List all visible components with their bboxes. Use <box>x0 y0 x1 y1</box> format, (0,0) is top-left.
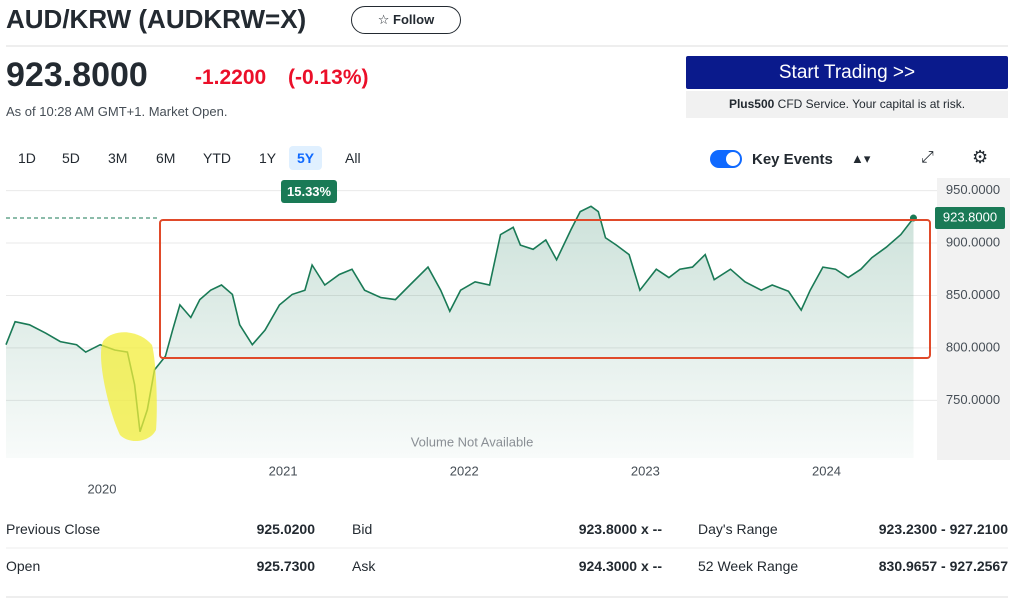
highlight <box>101 332 157 442</box>
page-title: AUD/KRW (AUDKRW=X) <box>6 4 307 34</box>
plot <box>5 190 937 458</box>
range-button[interactable]: 1Y <box>259 150 277 166</box>
change-percent: (-0.13%) <box>288 66 369 89</box>
annotation-box <box>159 219 931 359</box>
expand-button[interactable]: ⤢ <box>921 149 934 166</box>
range-button[interactable]: 6M <box>156 150 176 166</box>
stat-value: 923.2300 - 927.2100 <box>878 521 1008 537</box>
range-button[interactable]: 5Y <box>289 146 323 170</box>
stat-value: 924.3000 x -- <box>578 558 662 574</box>
range-button[interactable]: 1D <box>18 150 36 166</box>
key-events-toggle[interactable] <box>710 150 742 168</box>
stat-value: 925.7300 <box>256 558 315 574</box>
follow-button[interactable]: ☆ Follow <box>351 6 461 34</box>
y-tick-label: 850.0000 <box>946 287 1000 302</box>
current-badge <box>935 207 1005 230</box>
settings-button[interactable]: ⚙ <box>972 147 989 167</box>
y-tick-label: 900.0000 <box>946 234 1000 249</box>
y-tick-label: 750.0000 <box>946 392 1000 407</box>
stat-label: Day's Range <box>698 521 778 537</box>
x-tick-label: 2022 <box>450 463 479 478</box>
x-tick-label: 2023 <box>631 463 660 478</box>
stat-label: 52 Week Range <box>698 558 799 574</box>
current-label: 923.8000 <box>943 209 997 224</box>
key-events-label: Key Events <box>752 151 833 168</box>
stat-value: 925.0200 <box>256 521 315 537</box>
stat-label: Bid <box>352 521 373 537</box>
x-tick-label: 2021 <box>269 463 298 478</box>
ad-brand: Plus500 <box>728 97 775 111</box>
x-tick-label: 2024 <box>812 463 841 478</box>
stat-value: 830.9657 - 927.2567 <box>878 558 1008 574</box>
stat-label: Ask <box>352 558 376 574</box>
range-button[interactable]: 5D <box>62 150 80 166</box>
x-tick-label: 2020 <box>88 481 117 496</box>
ad-note-text: CFD Service. Your capital is at risk. <box>777 97 966 111</box>
ad-note: Plus500 CFD Service. Your capital is at … <box>686 91 1008 118</box>
as-of: As of 10:28 AM GMT+1. Market Open. <box>6 104 228 119</box>
period-change: 15.33% <box>281 180 338 203</box>
y-tick-label: 800.0000 <box>946 339 1000 354</box>
stat-label: Previous Close <box>6 521 101 537</box>
chart-type-menu[interactable]: ▲▾ <box>851 151 871 166</box>
area <box>6 206 914 458</box>
y-tick-label: 950.0000 <box>946 182 1000 197</box>
price: 923.8000 <box>6 56 148 94</box>
volume-note: Volume Not Available <box>411 434 534 449</box>
stat-value: 923.8000 x -- <box>578 521 662 537</box>
range-button[interactable]: 3M <box>108 150 128 166</box>
range-button[interactable]: All <box>345 150 361 166</box>
ad-button[interactable]: Start Trading >> <box>686 56 1008 89</box>
range-button[interactable]: YTD <box>203 150 231 166</box>
stat-label: Open <box>6 558 41 574</box>
change: -1.2200 <box>195 66 267 89</box>
follow-label: Follow <box>393 12 435 27</box>
